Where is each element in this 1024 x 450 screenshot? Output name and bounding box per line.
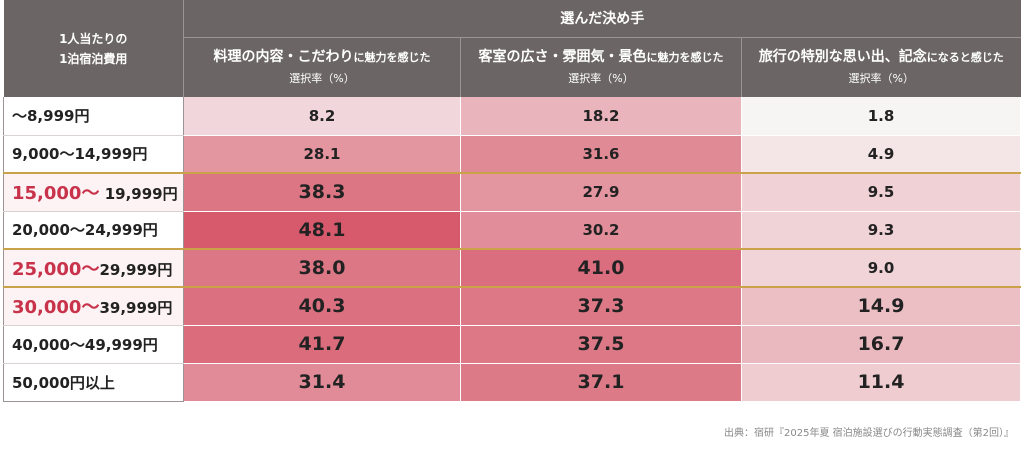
heatmap-cell: 9.5 <box>741 172 1022 212</box>
heatmap-cell: 38.0 <box>183 248 461 288</box>
column-name: 料理の内容・こだわりに魅力を感じた <box>213 48 431 65</box>
row-label: 〜8,999円 <box>3 97 184 136</box>
row-label-rest: 19,999円 <box>99 185 178 204</box>
column-unit: 選択率（%） <box>289 71 355 85</box>
heatmap-cell: 14.9 <box>741 286 1022 326</box>
heatmap-cell: 40.3 <box>183 286 461 326</box>
heatmap-cell: 1.8 <box>741 97 1022 136</box>
heatmap-cell: 27.9 <box>460 172 742 212</box>
group-header-title: 選んだ決め手 <box>183 0 1021 38</box>
heatmap-cell: 16.7 <box>741 325 1022 364</box>
row-label-rest: 9,000〜14,999円 <box>12 145 148 164</box>
column-header-3: 旅行の特別な思い出、記念になると感じた 選択率（%） <box>741 37 1021 97</box>
heatmap-cell: 37.5 <box>460 325 742 364</box>
table-row: 25,000〜29,999円 38.0 41.0 9.0 <box>3 248 1022 288</box>
heatmap-cell: 37.1 <box>460 363 742 402</box>
heatmap-cell: 48.1 <box>183 211 461 250</box>
row-label: 20,000〜24,999円 <box>3 211 184 250</box>
column-unit: 選択率（%） <box>568 71 634 85</box>
row-label-lead: 15,000〜 <box>12 183 100 205</box>
column-name: 客室の広さ・雰囲気・景色に魅力を感じた <box>478 48 724 65</box>
row-label: 50,000円以上 <box>3 363 184 402</box>
heatmap-cell: 11.4 <box>741 363 1022 402</box>
heatmap-cell: 41.7 <box>183 325 461 364</box>
source-note: 出典：宿研『2025年夏 宿泊施設選びの行動実態調査（第2回）』 <box>724 428 1014 439</box>
heatmap-table: 1人当たりの 1泊宿泊費用 選んだ決め手 料理の内容・こだわりに魅力を感じた 選択率… <box>3 0 1022 402</box>
heatmap-cell: 8.2 <box>183 97 461 136</box>
row-label-rest: 20,000〜24,999円 <box>12 221 158 240</box>
column-header-2: 客室の広さ・雰囲気・景色に魅力を感じた 選択率（%） <box>460 37 742 97</box>
heatmap-cell: 31.6 <box>460 135 742 174</box>
row-header-title: 1人当たりの 1泊宿泊費用 <box>3 0 184 97</box>
column-name-suffix: に魅力を感じた <box>353 50 431 64</box>
heatmap-cell: 18.2 <box>460 97 742 136</box>
column-name-suffix: になると感じた <box>926 50 1004 64</box>
row-label: 9,000〜14,999円 <box>3 135 184 174</box>
column-unit: 選択率（%） <box>848 71 914 85</box>
row-label: 15,000〜 19,999円 <box>3 172 184 212</box>
table-row: 40,000〜49,999円 41.7 37.5 16.7 <box>3 325 1022 364</box>
table-row: 30,000〜39,999円 40.3 37.3 14.9 <box>3 286 1022 326</box>
heatmap-cell: 41.0 <box>460 248 742 288</box>
heatmap-cell: 4.9 <box>741 135 1022 174</box>
heatmap-cell: 37.3 <box>460 286 742 326</box>
heatmap-cell: 9.3 <box>741 211 1022 250</box>
heatmap-cell: 28.1 <box>183 135 461 174</box>
column-name-suffix: に魅力を感じた <box>646 50 724 64</box>
heatmap-cell: 30.2 <box>460 211 742 250</box>
row-label: 40,000〜49,999円 <box>3 325 184 364</box>
table-row: 〜8,999円 8.2 18.2 1.8 <box>3 97 1022 136</box>
column-header-1: 料理の内容・こだわりに魅力を感じた 選択率（%） <box>183 37 461 97</box>
heatmap-cell: 9.0 <box>741 248 1022 288</box>
row-label-rest: 29,999円 <box>99 261 173 279</box>
row-label-rest: 〜8,999円 <box>12 107 90 126</box>
heatmap-cell: 38.3 <box>183 172 461 212</box>
row-label: 25,000〜29,999円 <box>3 248 184 288</box>
row-label: 30,000〜39,999円 <box>3 286 184 326</box>
table-row: 9,000〜14,999円 28.1 31.6 4.9 <box>3 135 1022 174</box>
row-label-rest: 50,000円以上 <box>12 373 115 392</box>
row-label-rest: 40,000〜49,999円 <box>12 335 158 354</box>
row-label-lead: 30,000〜 <box>12 297 100 319</box>
row-label-rest: 39,999円 <box>99 299 173 318</box>
column-name: 旅行の特別な思い出、記念になると感じた <box>758 48 1004 65</box>
table-row: 50,000円以上 31.4 37.1 11.4 <box>3 363 1022 402</box>
heatmap-cell: 31.4 <box>183 363 461 402</box>
table-row: 20,000〜24,999円 48.1 30.2 9.3 <box>3 211 1022 250</box>
table-row: 15,000〜 19,999円 38.3 27.9 9.5 <box>3 172 1022 212</box>
row-label-lead: 25,000〜 <box>12 259 100 280</box>
